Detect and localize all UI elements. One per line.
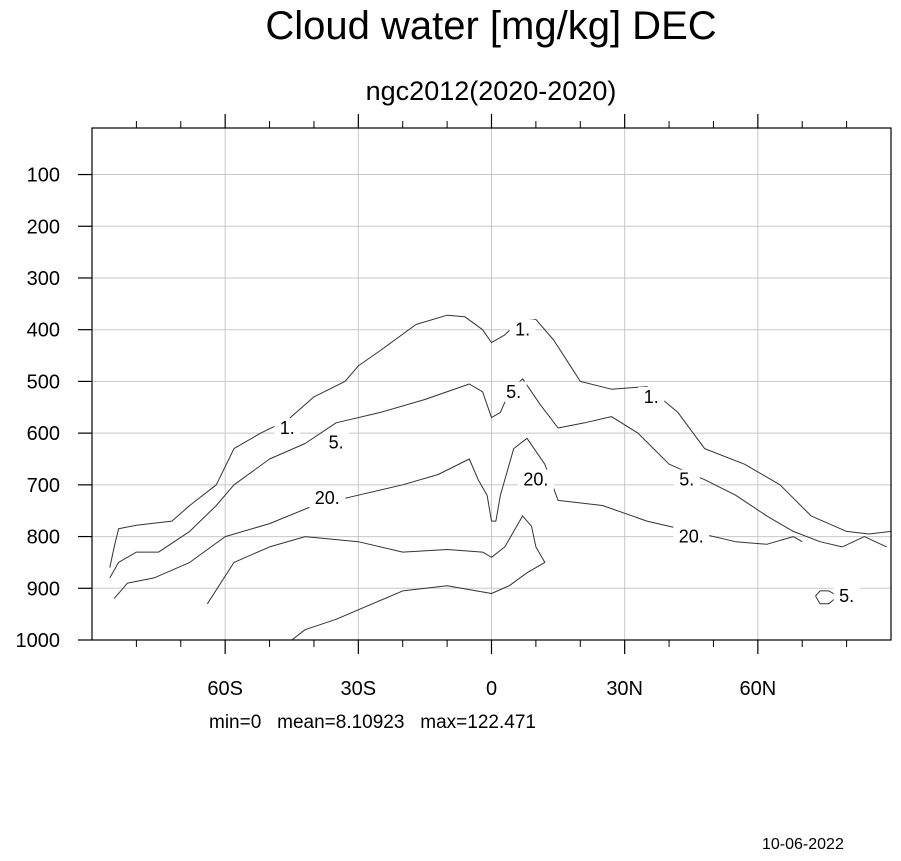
- contour-label: 1.: [644, 387, 659, 407]
- contour-label: 20.: [315, 488, 340, 508]
- contour-label: 5.: [506, 382, 521, 402]
- contour-label-bg: [323, 432, 350, 453]
- x-tick-label: 0: [486, 678, 497, 700]
- contour-label-bg: [500, 381, 527, 402]
- contour-label: 1.: [280, 418, 295, 438]
- x-tick-label: 60S: [207, 678, 243, 700]
- contour-label-bg: [274, 417, 301, 438]
- contour-label-bg: [509, 319, 536, 340]
- contour-labels: 1. 1. 1. 5. 5. 5. 5. 20. 20. 20.: [274, 319, 860, 607]
- contour-line-1: [109, 314, 892, 568]
- y-tick-label: 100: [27, 165, 60, 187]
- x-tick-label: 30S: [341, 678, 377, 700]
- grid-lines: [92, 128, 891, 640]
- contour-line-50: [206, 515, 546, 641]
- contour-line-20: [113, 437, 803, 599]
- contour-label: 5.: [329, 432, 344, 452]
- y-tick-label: 300: [27, 268, 60, 290]
- x-tick-label: 30N: [606, 678, 643, 700]
- contour-label: 5.: [679, 470, 694, 490]
- stat-mean: mean=8.10923: [277, 712, 405, 733]
- y-tick-label: 900: [27, 578, 60, 600]
- y-tick-label: 200: [27, 216, 60, 238]
- stats-line: min=0 mean=8.10923 max=122.471: [209, 712, 536, 734]
- contour-label-bg: [673, 526, 710, 547]
- contour-label-bg: [638, 386, 665, 407]
- axis-ticks: 60S 30S 0 30N 60N 100 200 300 400 500 600 700 800 900…: [16, 114, 848, 700]
- contour-label-bg: [309, 487, 346, 508]
- x-tick-label: 60N: [739, 678, 776, 700]
- contour-label-bg: [673, 469, 700, 490]
- contour-lines: [109, 314, 892, 641]
- contour-label: 1.: [515, 320, 530, 340]
- y-tick-label: 400: [27, 320, 60, 342]
- y-tick-label: 600: [27, 423, 60, 445]
- y-tick-label: 500: [27, 371, 60, 393]
- contour-label: 20.: [523, 470, 548, 490]
- chart-subtitle: ngc2012(2020-2020): [365, 76, 617, 106]
- date-stamp: 10-06-2022: [762, 836, 844, 853]
- contour-label: 5.: [839, 586, 854, 606]
- contour-label-bg: [517, 469, 554, 490]
- stat-max: max=122.471: [420, 712, 536, 733]
- contour-label: 20.: [679, 527, 704, 547]
- y-tick-label: 700: [27, 475, 60, 497]
- stat-min: min=0: [209, 712, 262, 733]
- contour-label-bg: [833, 586, 860, 607]
- y-tick-label: 1000: [16, 630, 61, 652]
- contour-line-5: [109, 378, 887, 579]
- plot-frame: [91, 127, 892, 641]
- y-tick-label: 800: [27, 527, 60, 549]
- chart-title: Cloud water [mg/kg] DEC: [265, 4, 717, 48]
